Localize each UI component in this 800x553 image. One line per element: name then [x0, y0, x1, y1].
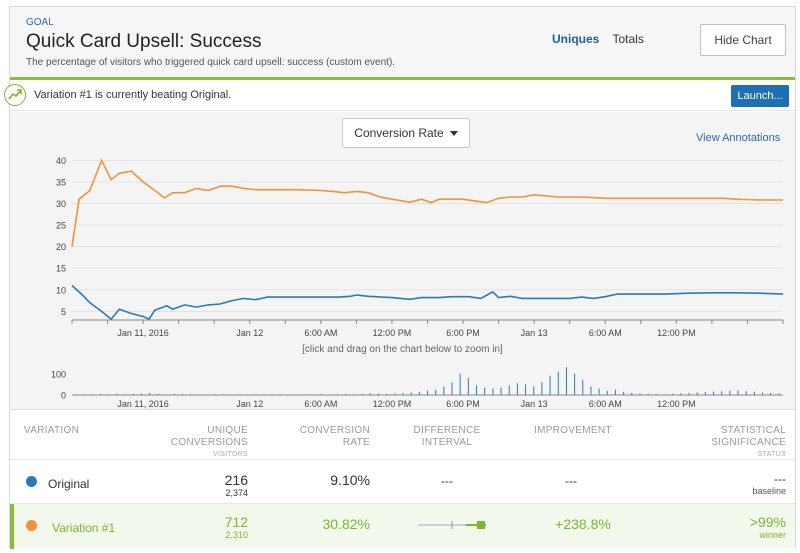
zoom-hint: [click and drag on the chart below to zo…	[302, 344, 503, 355]
winner-banner: Variation #1 is currently beating Origin…	[4, 80, 795, 111]
header-improvement: IMPROVEMENT	[534, 425, 612, 436]
conversion-rate-chart[interactable]: 5 10 15 20 25 30 35 40 Jan 11, 2016 Jan 12 6:00 AM…	[10, 112, 795, 337]
visitors-value: 2,374	[225, 488, 248, 498]
metric-dropdown[interactable]: Conversion Rate	[342, 118, 470, 148]
goal-label: GOAL	[26, 17, 54, 28]
conversions-value: 216	[224, 472, 248, 488]
variation-name: Variation #1	[52, 521, 116, 535]
goal-title: Quick Card Upsell: Success	[26, 31, 262, 52]
metric-dropdown-label: Conversion Rate	[354, 126, 444, 140]
x-tick-label: 6:00 AM	[304, 328, 337, 337]
nav-x-tick-label: 6:00 PM	[446, 399, 480, 409]
significance-value: >99%	[749, 514, 786, 530]
improvement-value: ---	[565, 474, 577, 488]
x-tick-label: Jan 13	[521, 328, 548, 337]
banner-message: Variation #1 is currently beating Origin…	[34, 89, 232, 101]
status-value: baseline	[752, 486, 786, 496]
header-conversion-rate: CONVERSION RATE	[299, 425, 370, 448]
nav-x-tick-label: 12:00 PM	[657, 399, 696, 409]
header-divider	[10, 77, 795, 80]
difference-interval-value: ---	[441, 474, 453, 488]
y-tick-label: 5	[61, 307, 66, 317]
trend-up-icon	[4, 84, 26, 106]
variation-name: Original	[48, 477, 90, 491]
variation-color-dot	[26, 476, 37, 487]
nav-x-tick-label: Jan 12	[236, 399, 263, 409]
header-status: STATUS	[757, 451, 786, 458]
significance-cell: --- baseline	[710, 472, 786, 496]
status-value: winner	[759, 530, 786, 540]
header-statistical-significance: STATISTICAL SIGNIFICANCE STATUS	[672, 425, 786, 461]
metric-toggle: Uniques Totals	[552, 32, 654, 46]
results-table: VARIATION UNIQUE CONVERSIONS VISITORS CO…	[10, 411, 795, 549]
toggle-totals[interactable]: Totals	[612, 32, 644, 46]
nav-x-tick-label: 12:00 PM	[373, 399, 412, 409]
y-tick-label: 25	[56, 221, 66, 231]
header-visitors: VISITORS	[213, 451, 248, 458]
chart-area: Conversion Rate View Annotations 5 10 15 20…	[10, 112, 795, 410]
nav-x-tick-label: 6:00 AM	[589, 399, 622, 409]
table-row-original[interactable]: Original 216 2,374 9.10% --- --- --- bas…	[10, 459, 795, 503]
table-row-variation-1[interactable]: Variation #1 712 2,310 30.82% +238.8% >9…	[10, 503, 795, 549]
visitors-value: 2,310	[225, 530, 248, 540]
x-tick-label: 6:00 AM	[589, 328, 622, 337]
toggle-uniques[interactable]: Uniques	[552, 32, 600, 46]
x-tick-label: 12:00 PM	[373, 328, 412, 337]
view-annotations-link[interactable]: View Annotations	[696, 132, 781, 144]
x-tick-label: 6:00 PM	[446, 328, 480, 337]
difference-interval-bar	[418, 521, 486, 529]
improvement-value: +238.8%	[555, 516, 611, 532]
header-difference-interval: DIFFERENCE INTERVAL	[413, 425, 481, 448]
header-variation: VARIATION	[24, 425, 80, 436]
y-tick-label: 10	[56, 285, 66, 295]
winner-accent-bar	[10, 504, 14, 549]
nav-y-tick-label: 0	[61, 391, 66, 401]
series-line-original[interactable]	[71, 284, 784, 321]
x-tick-label: Jan 11, 2016	[117, 328, 168, 337]
series-line-variation-1[interactable]	[71, 158, 783, 247]
header-unique-conversions-label: UNIQUE CONVERSIONS	[170, 425, 248, 448]
conversion-rate-value: 30.82%	[322, 516, 370, 532]
y-tick-label: 15	[56, 264, 66, 274]
hide-chart-button[interactable]: Hide Chart	[700, 24, 786, 56]
conversion-rate-value: 9.10%	[330, 472, 370, 488]
navigator-chart[interactable]: 0 100 Jan 11, 2016 Jan 12 6:00 AM 12:00 PM 6:0…	[10, 357, 795, 409]
nav-x-tick-label: 6:00 AM	[304, 399, 337, 409]
significance-cell: >99% winner	[710, 514, 786, 540]
y-tick-label: 30	[56, 199, 66, 209]
x-tick-label: 12:00 PM	[657, 328, 696, 337]
launch-button[interactable]: Launch...	[731, 85, 789, 107]
conversions-value: 712	[224, 514, 248, 530]
y-tick-label: 20	[56, 242, 66, 252]
significance-value: ---	[774, 472, 786, 486]
header-unique-conversions: UNIQUE CONVERSIONS VISITORS	[160, 425, 248, 461]
caret-down-icon	[449, 130, 458, 136]
variation-color-dot	[26, 520, 37, 531]
goal-description: The percentage of visitors who triggered…	[26, 57, 396, 68]
goal-header: GOAL Quick Card Upsell: Success The perc…	[10, 7, 795, 77]
goal-panel: GOAL Quick Card Upsell: Success The perc…	[4, 6, 796, 549]
nav-x-tick-label: Jan 13	[521, 399, 548, 409]
x-tick-label: Jan 12	[236, 328, 263, 337]
y-tick-label: 35	[56, 177, 66, 187]
y-tick-label: 40	[56, 156, 66, 166]
unique-conversions-cell: 216 2,374	[190, 472, 248, 498]
nav-x-tick-label: Jan 11, 2016	[117, 399, 168, 409]
unique-conversions-cell: 712 2,310	[190, 514, 248, 540]
nav-y-tick-label: 100	[51, 369, 66, 379]
header-statistical-significance-label: STATISTICAL SIGNIFICANCE	[711, 425, 786, 448]
